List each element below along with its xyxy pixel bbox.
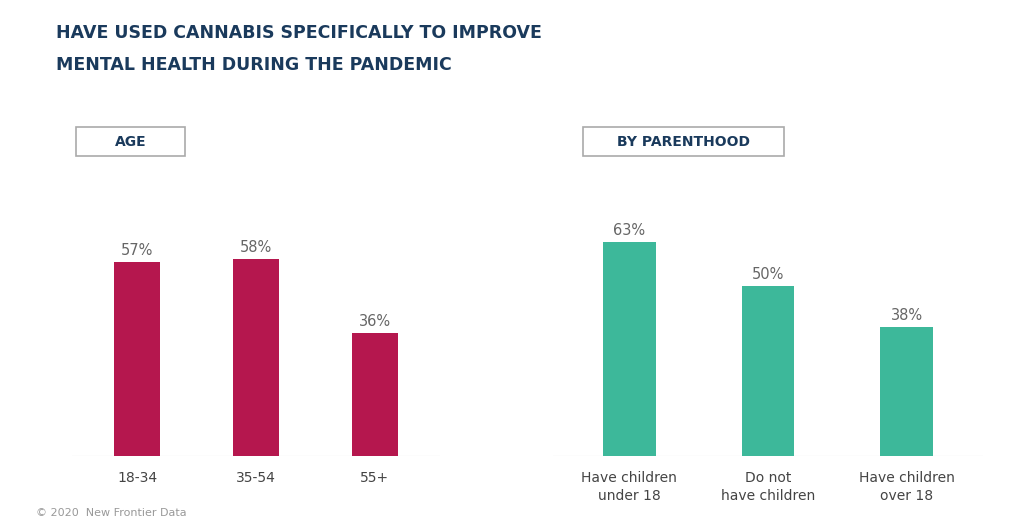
Text: AGE: AGE bbox=[115, 135, 146, 149]
Text: Have children
over 18: Have children over 18 bbox=[859, 471, 954, 504]
Bar bbox=[741, 286, 795, 456]
Text: 38%: 38% bbox=[891, 307, 923, 323]
Text: BY PARENTHOOD: BY PARENTHOOD bbox=[617, 135, 750, 149]
Bar bbox=[603, 242, 655, 456]
Text: 36%: 36% bbox=[358, 314, 391, 330]
Text: 57%: 57% bbox=[121, 243, 154, 258]
Text: Have children
under 18: Have children under 18 bbox=[582, 471, 677, 504]
FancyBboxPatch shape bbox=[77, 127, 184, 156]
Text: 18-34: 18-34 bbox=[117, 471, 157, 485]
Bar bbox=[233, 259, 279, 456]
Bar bbox=[352, 333, 397, 456]
Bar bbox=[115, 262, 160, 456]
Text: 55+: 55+ bbox=[360, 471, 389, 485]
Text: Do not
have children: Do not have children bbox=[721, 471, 815, 504]
Text: © 2020  New Frontier Data: © 2020 New Frontier Data bbox=[36, 508, 186, 518]
Bar bbox=[881, 326, 933, 456]
FancyBboxPatch shape bbox=[583, 127, 784, 156]
Text: 35-54: 35-54 bbox=[237, 471, 275, 485]
Text: MENTAL HEALTH DURING THE PANDEMIC: MENTAL HEALTH DURING THE PANDEMIC bbox=[56, 56, 452, 74]
Text: HAVE USED CANNABIS SPECIFICALLY TO IMPROVE: HAVE USED CANNABIS SPECIFICALLY TO IMPRO… bbox=[56, 24, 542, 42]
Text: 58%: 58% bbox=[240, 240, 272, 255]
Text: 50%: 50% bbox=[752, 267, 784, 282]
Text: 63%: 63% bbox=[613, 223, 645, 237]
